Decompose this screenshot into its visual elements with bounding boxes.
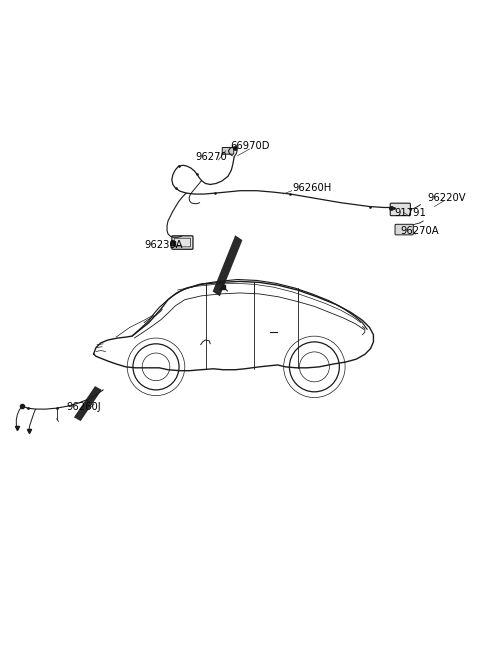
Text: 96270: 96270 [195,152,227,162]
Text: 96260J: 96260J [67,402,101,412]
Polygon shape [74,386,102,421]
Text: 96220V: 96220V [427,193,466,203]
Polygon shape [213,235,242,296]
FancyBboxPatch shape [395,224,413,235]
Text: 96230A: 96230A [144,240,182,250]
Text: 66970D: 66970D [230,141,269,151]
Text: 96260H: 96260H [293,183,332,193]
FancyBboxPatch shape [390,203,410,215]
FancyBboxPatch shape [222,147,234,154]
FancyBboxPatch shape [172,236,193,250]
Text: 96270A: 96270A [401,227,439,236]
Text: 91791: 91791 [395,208,426,218]
